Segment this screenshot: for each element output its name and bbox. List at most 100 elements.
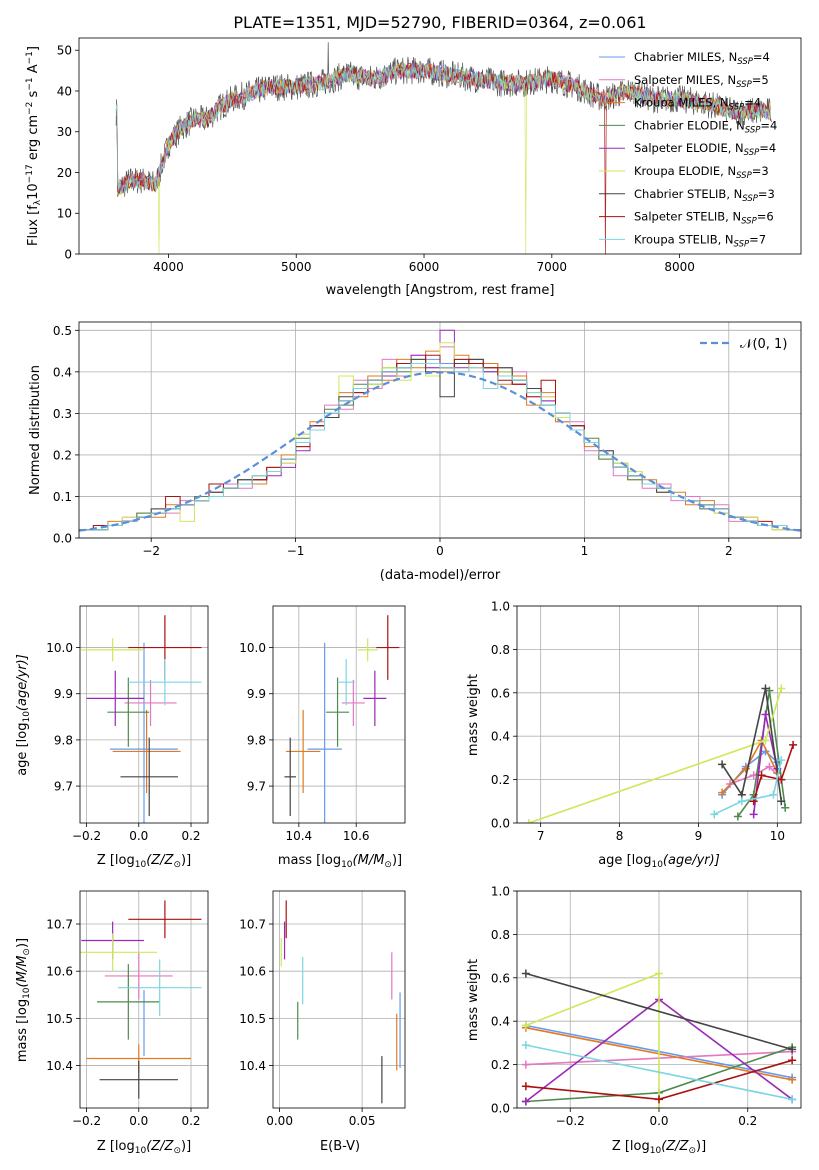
axes-frame <box>78 321 802 539</box>
weight-marker <box>655 969 663 978</box>
spectrum-lines <box>115 42 772 254</box>
x-tick-label: 1 <box>581 544 589 558</box>
weight-marker <box>765 762 774 771</box>
y-tick-label: 0.2 <box>491 773 510 787</box>
y-tick-label: 10.5 <box>239 1012 266 1026</box>
weight-marker <box>741 764 750 773</box>
weight-marker <box>524 819 533 823</box>
weight-line <box>528 688 783 823</box>
weight-marker <box>777 756 786 765</box>
error-bars <box>284 615 400 823</box>
weight-line <box>721 688 783 802</box>
x-axis-label: Z [log10(Z/Z⊙)] <box>612 1139 706 1156</box>
weight-marker <box>777 775 786 784</box>
point-chabrier-stelib <box>120 737 178 817</box>
weight-marker <box>789 740 798 749</box>
y-tick-label: 10.6 <box>46 965 73 979</box>
y-axis-label: Flux [fλ10−17 erg cm−2 s−1 A−1] <box>25 46 43 246</box>
point-salpeter-stelib <box>128 900 202 939</box>
weight-series-kroupa-elodie <box>521 969 663 1108</box>
y-tick-label: 0.4 <box>491 730 510 744</box>
y-tick-label: 9.8 <box>54 733 73 747</box>
weight-marker <box>788 1045 797 1054</box>
y-tick-label: 0.2 <box>491 1058 510 1072</box>
point-chabrier-miles <box>110 642 178 823</box>
weight-lines <box>524 684 798 823</box>
y-tick-label: 0.0 <box>491 1102 510 1116</box>
y-tick-label: 10.0 <box>46 641 73 655</box>
weight-marker <box>521 1097 530 1106</box>
y-tick-label: 10.0 <box>239 641 266 655</box>
spectrum-line-salpeter-stelib <box>115 62 772 254</box>
y-tick-label: 0.1 <box>53 490 72 504</box>
point-salpeter-elodie <box>86 670 144 727</box>
point-chabrier-stelib <box>284 737 296 817</box>
y-tick-label: 10.5 <box>46 1012 73 1026</box>
point-salpeter-miles <box>104 952 173 1000</box>
point-salpeter-miles <box>341 679 365 727</box>
x-tick-label: 0.0 <box>129 829 148 843</box>
point-kroupa-elodie <box>357 638 378 662</box>
y-axis-label: mass weight <box>466 674 481 756</box>
x-tick-label: 0.2 <box>181 829 200 843</box>
point-chabrier-stelib <box>99 1060 178 1099</box>
x-tick-label: 10.4 <box>285 829 312 843</box>
y-tick-label: 0.3 <box>53 407 72 421</box>
y-tick-label: 9.7 <box>54 780 73 794</box>
y-tick-label: 0 <box>64 248 72 262</box>
panel-weight-vs-age: 7 8 9 10 0.0 0.2 0.4 0.6 0.8 1.0 age [log10(age/yr… <box>466 600 802 870</box>
weight-marker <box>521 1060 530 1069</box>
axes-frame <box>79 890 209 1109</box>
error-bars <box>280 900 401 1104</box>
weight-line <box>525 972 793 1051</box>
legend: Chabrier MILES, NSSP=4 Salpeter MILES, NS… <box>599 50 777 249</box>
weight-marker <box>788 1095 797 1104</box>
x-tick-label: 7 <box>537 829 545 843</box>
weight-marker <box>718 788 727 797</box>
panel-spectrum: 4000 5000 6000 7000 8000 0 10 20 30 40 50 PLATE=135… <box>25 13 802 298</box>
x-tick-label: 10.6 <box>343 829 370 843</box>
x-tick-label: 8 <box>616 829 624 843</box>
y-axis-label: Normed distribution <box>28 365 43 495</box>
x-tick-label: −0.2 <box>556 1114 585 1128</box>
y-tick-label: 0.0 <box>53 532 72 546</box>
y-tick-label: 0.6 <box>491 971 510 985</box>
axes-frame <box>79 605 209 824</box>
x-axis-label: age [log10(age/yr)] <box>598 853 720 870</box>
axes-frame <box>516 605 802 824</box>
legend-label: Kroupa ELODIE, NSSP=3 <box>634 164 769 181</box>
legend-label: Chabrier STELIB, NSSP=3 <box>634 187 775 204</box>
error-bars <box>80 900 202 1099</box>
point-chabrier-elodie <box>96 964 160 1040</box>
x-tick-label: 0.05 <box>349 1114 376 1128</box>
legend-label: Salpeter MILES, NSSP=5 <box>634 73 769 90</box>
weight-marker <box>733 812 742 821</box>
y-axis-label: mass [log10(M/M⊙)] <box>15 938 32 1062</box>
weight-line <box>721 738 779 794</box>
x-tick-label: 0.0 <box>129 1114 148 1128</box>
weight-series-chabrier-stelib <box>718 684 786 806</box>
weight-marker <box>521 1021 530 1030</box>
axes-frame <box>78 37 802 255</box>
weight-marker <box>521 1041 530 1050</box>
weight-marker <box>757 771 766 780</box>
point-kroupa-stelib <box>117 959 202 1017</box>
gaussian-curve <box>79 371 801 532</box>
weight-line <box>525 1044 793 1101</box>
legend-label: Kroupa STELIB, NSSP=7 <box>634 232 766 249</box>
weight-lines <box>521 969 797 1108</box>
panel-age-vs-Z: −0.2 0.0 0.2 9.7 9.8 9.9 10.0 Z [log10(Z/Z⊙)] ag… <box>15 605 209 870</box>
y-axis-label: age [log10(age/yr)] <box>15 654 32 776</box>
y-tick-label: 0.8 <box>491 643 510 657</box>
legend-label: Salpeter ELODIE, NSSP=4 <box>634 141 776 158</box>
x-tick-label: −1 <box>287 544 305 558</box>
weight-series-salpeter-stelib <box>521 1056 797 1104</box>
y-tick-label: 9.9 <box>247 687 266 701</box>
x-tick-label: 6000 <box>409 260 440 274</box>
weight-marker <box>781 803 790 812</box>
x-tick-label: −0.2 <box>72 1114 101 1128</box>
panel-residuals: −2 −1 0 1 2 0.0 0.1 0.2 0.3 0.4 0.5 𝒩(0, 1) (data-mo… <box>28 321 802 583</box>
point-kroupa-miles <box>285 709 321 793</box>
weight-marker <box>788 1056 797 1065</box>
